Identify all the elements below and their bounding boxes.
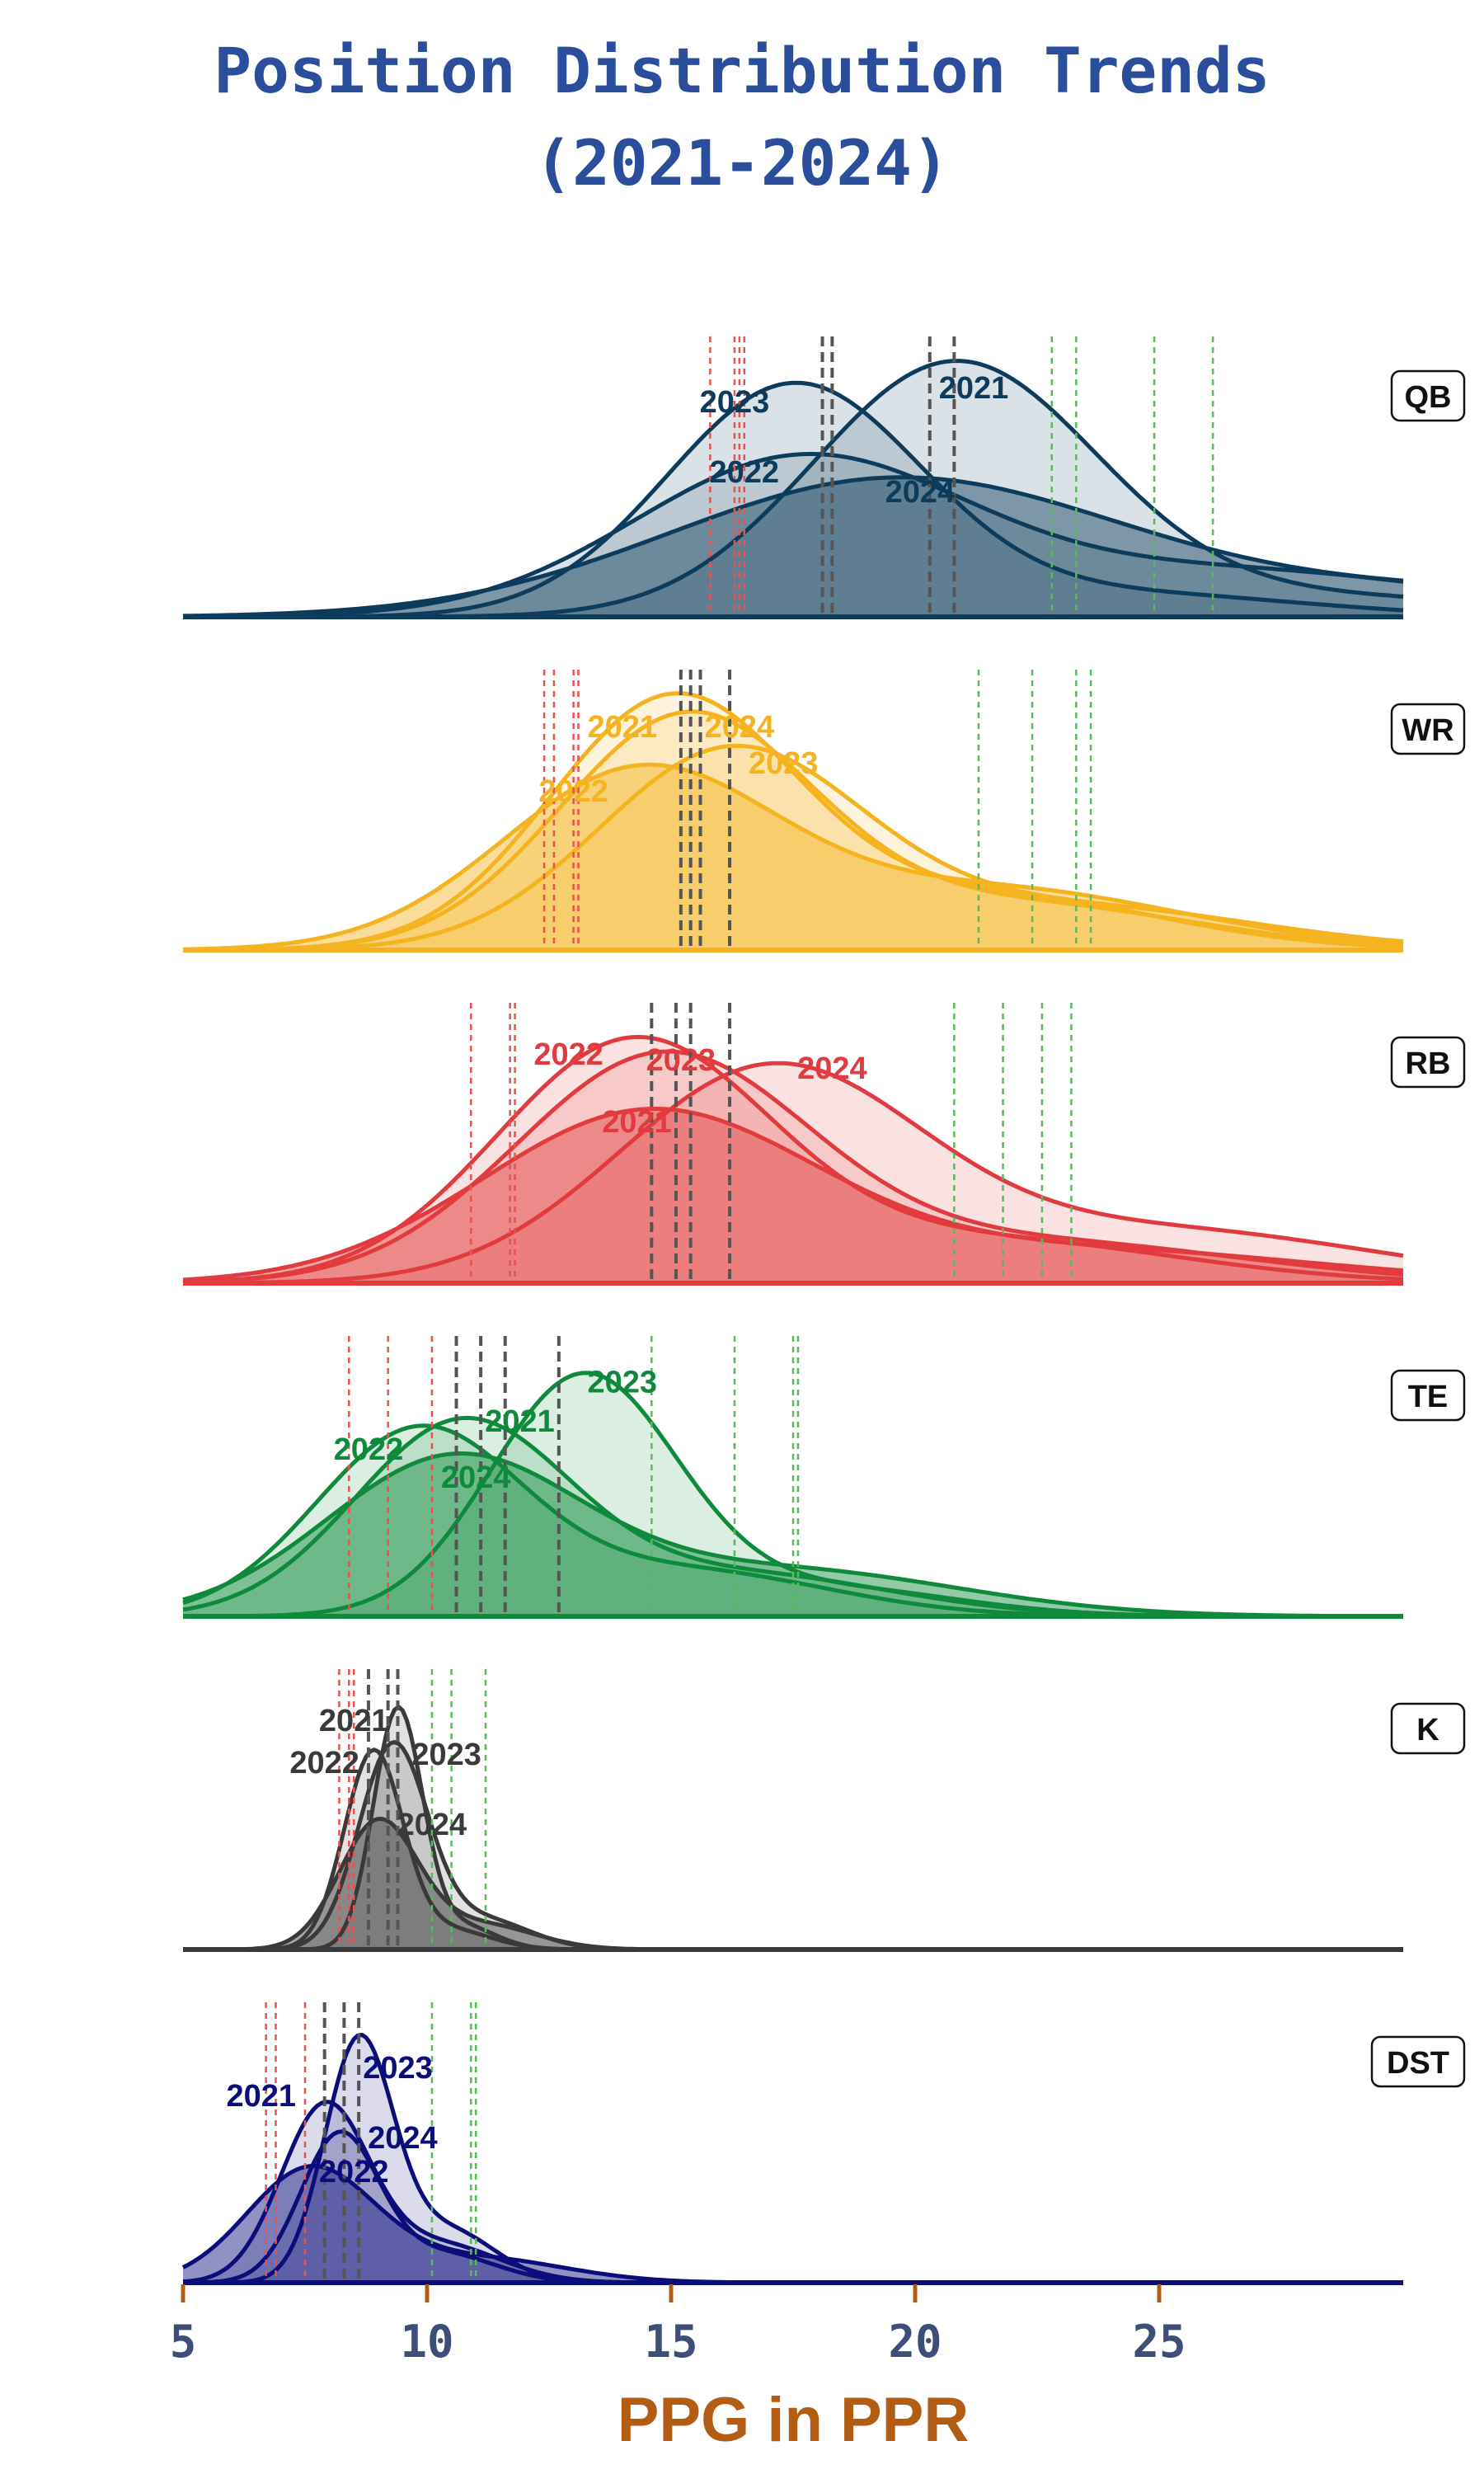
x-tick-label: 10: [400, 2316, 453, 2368]
year-label-te: 2023: [588, 1365, 658, 1399]
area-wr-2024: [183, 711, 1403, 950]
curve-rb-2024: [182, 1061, 1404, 1286]
position-badge-rb: [1390, 1036, 1466, 1089]
area-te-2024: [183, 1453, 1403, 1616]
year-label-qb: 2024: [885, 475, 956, 510]
position-badge-wr: [1390, 703, 1466, 755]
area-te-2021: [183, 1418, 1403, 1616]
area-qb-2023: [183, 383, 1403, 617]
x-tick-label: 20: [888, 2316, 942, 2368]
area-rb-2023: [183, 1051, 1403, 1283]
curve-wr-2024: [183, 709, 1404, 952]
area-te-2023: [183, 1372, 1403, 1616]
area-qb-2022: [183, 454, 1403, 617]
year-label-qb: 2022: [710, 455, 780, 490]
x-tick-label: 5: [170, 2316, 197, 2368]
year-label-rb: 2022: [533, 1037, 603, 1072]
year-label-qb: 2023: [700, 385, 770, 420]
chart-title-line-1: Position Distribution Trends: [214, 34, 1270, 107]
x-tick-label: 15: [644, 2316, 697, 2368]
area-rb-2024: [183, 1063, 1403, 1283]
year-label-k: 2024: [397, 1808, 467, 1842]
area-wr-2022: [183, 764, 1403, 950]
panel-k: 2021 2022 2023 2024 K: [183, 1669, 1466, 1952]
area-wr-2023: [183, 745, 1403, 950]
panel-qb: 2021 2022 2023 2024 QB: [182, 336, 1466, 619]
area-k-2024: [183, 1818, 1403, 1950]
position-badge-dst: [1370, 2035, 1466, 2088]
position-label-qb: QB: [1405, 380, 1452, 415]
area-k-2023: [183, 1742, 1403, 1950]
area-dst-2023: [183, 2034, 1403, 2283]
position-label-wr: WR: [1402, 713, 1453, 748]
year-label-wr: 2022: [538, 774, 608, 809]
area-wr-2021: [183, 693, 1403, 950]
position-label-k: K: [1416, 1713, 1439, 1747]
x-tick-label: 25: [1132, 2316, 1186, 2368]
area-rb-2021: [183, 1108, 1403, 1283]
curve-qb-2024: [182, 475, 1404, 618]
area-qb-2024: [183, 477, 1403, 617]
year-label-dst: 2021: [226, 2079, 296, 2114]
area-qb-2021: [183, 360, 1403, 617]
year-label-dst: 2024: [368, 2121, 438, 2156]
year-label-wr: 2021: [588, 710, 658, 745]
chart-title: Position Distribution Trends (2021-2024): [0, 25, 1484, 209]
year-label-rb: 2023: [646, 1043, 716, 1078]
year-label-qb: 2021: [939, 371, 1009, 406]
curve-wr-2022: [183, 762, 1404, 952]
year-label-te: 2021: [485, 1404, 555, 1439]
position-badge-qb: [1390, 369, 1466, 422]
x-axis: 5 10 15 20 25: [170, 2284, 1186, 2368]
year-label-dst: 2022: [319, 2155, 389, 2189]
curve-rb-2021: [182, 1107, 1404, 1282]
position-label-te: TE: [1408, 1380, 1449, 1414]
position-label-dst: DST: [1387, 2046, 1449, 2081]
year-label-wr: 2023: [749, 746, 819, 781]
year-label-dst: 2023: [363, 2051, 433, 2086]
area-dst-2022: [183, 2131, 1403, 2283]
year-label-k: 2021: [319, 1704, 389, 1738]
year-label-te: 2022: [334, 1432, 404, 1467]
year-label-k: 2022: [289, 1746, 359, 1780]
position-label-rb: RB: [1406, 1047, 1451, 1081]
panel-dst: 2021 2022 2023 2024 DST: [181, 2002, 1466, 2285]
curve-qb-2022: [183, 452, 1404, 619]
position-badge-k: [1390, 1702, 1466, 1755]
panel-te: 2021 2022 2023 2024 TE: [182, 1336, 1466, 1619]
chart-title-line-2: (2021-2024): [534, 126, 950, 200]
year-label-k: 2023: [411, 1738, 481, 1772]
x-axis-label: PPG in PPR: [618, 2385, 970, 2455]
position-badge-te: [1390, 1369, 1466, 1422]
panel-rb: 2021 2022 2023 2024 RB: [182, 1003, 1466, 1286]
year-label-te: 2024: [441, 1460, 511, 1495]
year-label-rb: 2021: [602, 1105, 672, 1140]
year-label-wr: 2024: [705, 710, 775, 745]
area-rb-2022: [183, 1037, 1403, 1283]
year-label-rb: 2024: [797, 1051, 867, 1086]
